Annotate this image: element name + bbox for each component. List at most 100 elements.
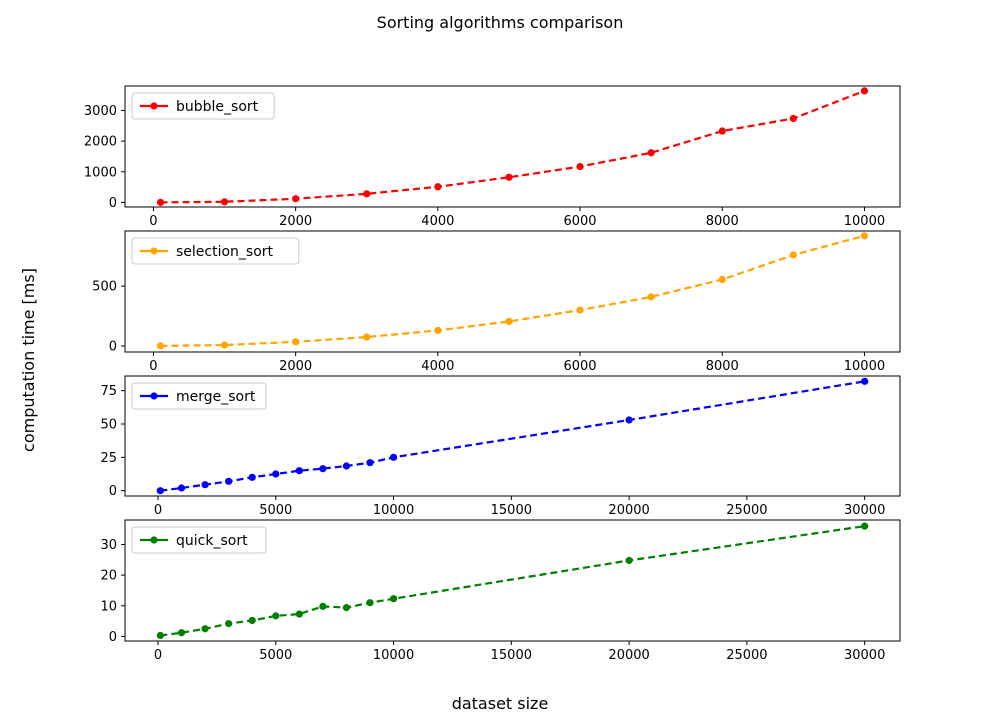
data-point — [156, 631, 164, 640]
axes-frame — [124, 85, 901, 208]
data-point — [342, 604, 351, 612]
data-point — [363, 190, 371, 198]
data-point — [434, 183, 442, 191]
data-point — [718, 275, 726, 284]
legend-label: selection_sort — [176, 244, 274, 260]
data-point — [319, 602, 327, 610]
x-tick-label: 2000 — [279, 359, 312, 374]
y-tick-label: 25 — [100, 451, 117, 466]
data-point — [220, 341, 229, 349]
y-tick-label: 0 — [109, 340, 117, 355]
y-tick-label: 50 — [100, 418, 117, 433]
y-tick-label: 0 — [109, 630, 117, 645]
data-point — [156, 198, 165, 206]
data-point — [366, 459, 374, 467]
subplot-1: 0 2000 4000 6000 8000 10000 0 1000 2000 3000 bubbl… — [84, 85, 901, 229]
data-point — [505, 173, 513, 181]
x-tick-label: 20000 — [608, 648, 649, 663]
data-point — [860, 87, 869, 95]
subplot-2: 0 2000 4000 6000 8000 10000 0 500 selection_sort — [92, 230, 901, 374]
legend-box — [131, 382, 267, 410]
legend-label: merge_sort — [176, 389, 256, 405]
data-point — [342, 462, 351, 470]
y-tick-label: 20 — [100, 569, 117, 584]
legend-marker — [150, 536, 158, 544]
data-point — [319, 465, 327, 473]
data-point — [177, 484, 186, 492]
data-point — [225, 477, 233, 485]
y-tick-label: 2000 — [84, 135, 117, 150]
y-tick-label: 500 — [92, 280, 117, 295]
data-point — [576, 162, 584, 171]
data-point — [366, 599, 374, 607]
data-point — [292, 338, 300, 346]
x-axis-label: dataset size — [452, 694, 549, 713]
x-tick-label: 0 — [154, 648, 162, 663]
data-point — [201, 481, 209, 489]
x-tick-label: 0 — [154, 503, 162, 518]
data-point — [363, 333, 371, 341]
x-tick-label: 15000 — [491, 648, 532, 663]
x-tick-label: 30000 — [844, 648, 885, 663]
axes-frame — [124, 375, 901, 497]
subplot-3: 0 5000 10000 15000 20000 25000 30000 0 25 50 75 mer… — [100, 375, 901, 518]
x-tick-label: 4000 — [421, 214, 454, 229]
x-tick-label: 6000 — [563, 214, 596, 229]
data-point — [292, 195, 300, 203]
series-line-bubble_sort — [160, 89, 865, 204]
data-point — [156, 342, 165, 350]
x-tick-label: 10000 — [844, 359, 885, 374]
axes-frame — [124, 230, 901, 353]
x-tick-label: 30000 — [844, 503, 885, 518]
data-point — [789, 251, 797, 259]
x-tick-label: 15000 — [491, 503, 532, 518]
x-tick-label: 10000 — [844, 214, 885, 229]
data-point — [789, 114, 797, 123]
x-tick-label: 5000 — [259, 648, 292, 663]
data-point — [718, 127, 726, 135]
data-point — [295, 610, 303, 618]
x-tick-label: 4000 — [421, 359, 454, 374]
y-tick-label: 0 — [109, 196, 117, 211]
data-point — [434, 326, 442, 335]
data-point — [201, 625, 209, 633]
data-point — [860, 232, 869, 240]
x-tick-label: 2000 — [279, 214, 312, 229]
y-tick-label: 30 — [100, 538, 117, 553]
legend-marker — [150, 392, 158, 400]
data-point — [177, 629, 186, 637]
legend-box — [131, 92, 275, 120]
data-point — [389, 595, 398, 603]
y-tick-label: 3000 — [84, 104, 117, 119]
subplot-4: 0 5000 10000 15000 20000 25000 30000 0 10 20 30 qui… — [100, 519, 901, 663]
data-point — [220, 198, 229, 206]
y-tick-label: 75 — [100, 384, 117, 399]
data-point — [861, 522, 869, 530]
y-tick-label: 1000 — [84, 165, 117, 180]
y-axis-label: computation time [ms] — [19, 268, 38, 452]
data-point — [647, 149, 655, 157]
legend-marker — [150, 102, 158, 110]
data-point — [248, 473, 256, 481]
legend-label: bubble_sort — [176, 99, 259, 115]
x-tick-label: 8000 — [706, 359, 739, 374]
y-tick-label: 10 — [100, 599, 117, 614]
series-line-selection_sort — [160, 234, 865, 347]
data-point — [295, 467, 303, 475]
data-point — [248, 616, 256, 625]
x-tick-label: 25000 — [726, 503, 767, 518]
data-point — [272, 612, 280, 620]
data-point — [625, 556, 633, 565]
figure-title: Sorting algorithms comparison — [377, 13, 624, 32]
x-tick-label: 25000 — [726, 648, 767, 663]
x-tick-label: 20000 — [608, 503, 649, 518]
x-tick-label: 8000 — [706, 214, 739, 229]
legend-box — [131, 526, 267, 554]
x-tick-label: 10000 — [373, 648, 414, 663]
legend-marker — [150, 247, 158, 255]
legend-box — [131, 237, 300, 265]
data-point — [576, 306, 584, 314]
data-point — [272, 470, 280, 478]
